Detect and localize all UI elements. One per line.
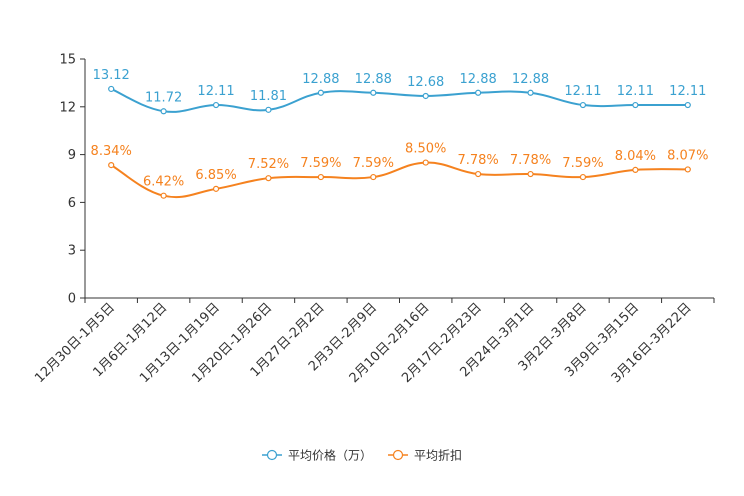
data-label: 8.04% bbox=[615, 149, 656, 164]
data-point bbox=[160, 192, 167, 199]
data-point bbox=[422, 92, 429, 100]
data-point bbox=[684, 101, 691, 109]
data-point bbox=[370, 89, 377, 96]
data-label: 12.88 bbox=[512, 72, 549, 87]
data-label: 7.78% bbox=[457, 153, 498, 168]
y-tick-label: 15 bbox=[59, 53, 76, 68]
legend-label-1: 平均价格（万） bbox=[288, 448, 372, 463]
data-point bbox=[370, 173, 377, 181]
data-label: 12.88 bbox=[355, 72, 392, 87]
data-point bbox=[212, 185, 220, 192]
data-label: 8.34% bbox=[91, 144, 132, 159]
y-tick-label: 6 bbox=[68, 196, 76, 211]
y-tick-label: 3 bbox=[68, 244, 76, 259]
data-point bbox=[108, 162, 115, 169]
data-label: 7.52% bbox=[248, 157, 289, 172]
series-line-1 bbox=[110, 88, 688, 113]
legend-label-2: 平均折扣 bbox=[414, 448, 462, 463]
data-point bbox=[579, 101, 587, 109]
data-label: 7.78% bbox=[510, 153, 551, 168]
data-label: 12.11 bbox=[617, 84, 654, 99]
data-point bbox=[108, 85, 115, 93]
legend-marker-1 bbox=[266, 449, 278, 461]
data-label: 7.59% bbox=[353, 156, 394, 171]
data-point bbox=[265, 175, 272, 182]
data-point bbox=[422, 159, 429, 166]
data-point bbox=[317, 173, 324, 181]
y-tick-label: 9 bbox=[68, 148, 76, 163]
data-point bbox=[475, 170, 482, 178]
data-label: 12.68 bbox=[407, 75, 444, 90]
data-label: 12.88 bbox=[460, 72, 497, 87]
data-label: 6.42% bbox=[143, 175, 184, 190]
data-point bbox=[684, 166, 691, 173]
data-label: 11.81 bbox=[250, 89, 287, 104]
data-point bbox=[317, 89, 324, 96]
data-point bbox=[632, 166, 639, 173]
data-label: 12.11 bbox=[669, 84, 706, 99]
data-label: 13.12 bbox=[93, 68, 130, 83]
data-label: 8.50% bbox=[405, 142, 446, 157]
data-point bbox=[475, 89, 482, 96]
data-label: 12.88 bbox=[302, 72, 339, 87]
data-point bbox=[527, 170, 534, 178]
data-label: 6.85% bbox=[195, 168, 236, 183]
data-label: 7.59% bbox=[300, 156, 341, 171]
data-point bbox=[265, 106, 272, 113]
legend-marker-2 bbox=[392, 449, 404, 461]
data-label: 8.07% bbox=[667, 148, 708, 163]
data-label: 12.11 bbox=[197, 84, 234, 99]
y-tick-label: 12 bbox=[59, 100, 76, 115]
data-label: 12.11 bbox=[564, 84, 601, 99]
data-label: 7.59% bbox=[562, 156, 603, 171]
data-point bbox=[160, 108, 167, 115]
data-point bbox=[212, 101, 220, 109]
data-point bbox=[632, 101, 639, 109]
data-point bbox=[579, 173, 587, 181]
data-point bbox=[527, 89, 534, 96]
data-label: 11.72 bbox=[145, 90, 182, 105]
series-line-2 bbox=[110, 161, 688, 199]
y-tick-label: 0 bbox=[68, 292, 76, 307]
